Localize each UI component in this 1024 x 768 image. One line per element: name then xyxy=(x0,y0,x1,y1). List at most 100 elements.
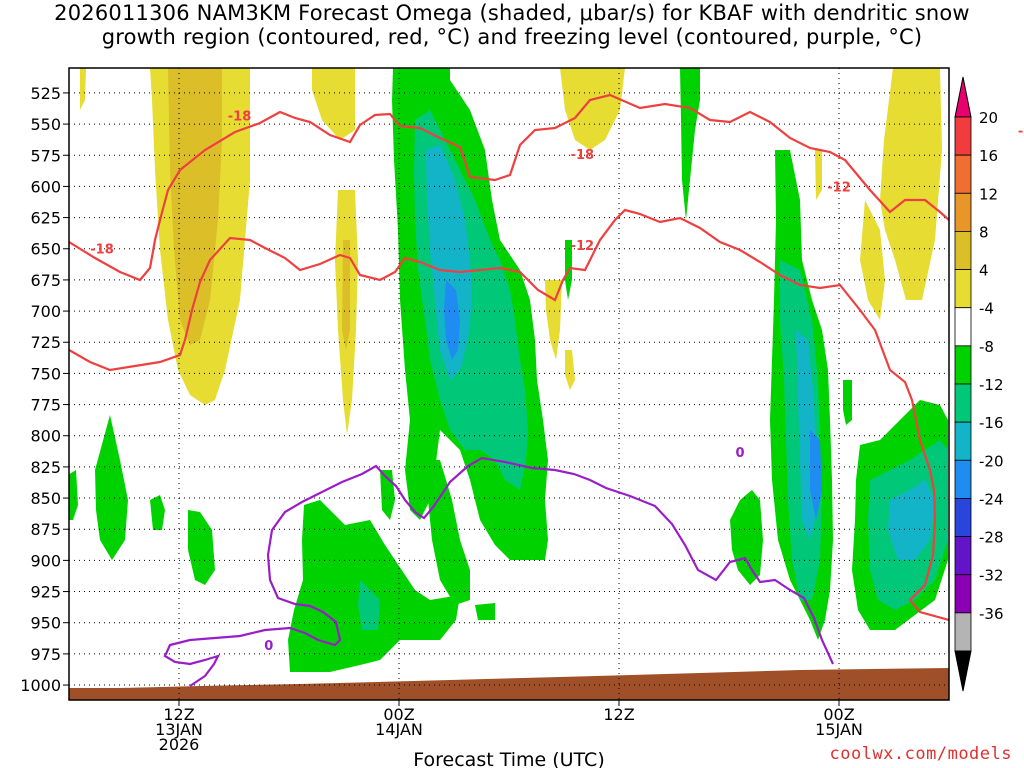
x-tick-label: 12Z xyxy=(163,705,194,724)
y-tick-label: 625 xyxy=(30,209,61,228)
freezing-level-contour xyxy=(163,456,834,687)
colorbar-label: -16 xyxy=(979,414,1004,432)
y-tick-label: 550 xyxy=(30,115,61,134)
y-tick-label: 675 xyxy=(30,271,61,290)
dgz-contour-minus12 xyxy=(69,208,949,622)
negative-omega-area xyxy=(428,460,470,605)
y-tick-label: 600 xyxy=(30,177,61,196)
x-tick-label: 15JAN xyxy=(815,720,863,739)
negative-omega-area xyxy=(426,145,472,380)
y-tick-label: 900 xyxy=(30,551,61,570)
y-tick-label: 525 xyxy=(30,84,61,103)
positive-omega-area xyxy=(860,200,885,320)
colorbar-label: -32 xyxy=(979,567,1004,585)
positive-omega-area xyxy=(815,150,822,200)
y-tick-label: 850 xyxy=(30,489,61,508)
colorbar-label: -12 xyxy=(979,376,1004,394)
colorbar-box xyxy=(954,383,972,423)
colorbar-box xyxy=(954,345,972,385)
negative-omega-area xyxy=(810,430,822,520)
colorbar-label: -20 xyxy=(979,452,1004,470)
negative-omega-area xyxy=(69,470,78,520)
negative-omega-area xyxy=(150,495,165,530)
plot-frame xyxy=(68,67,950,701)
y-tick-label: 925 xyxy=(30,583,61,602)
dgz-contour-minus18 xyxy=(69,93,949,282)
positive-omega-area xyxy=(312,68,355,140)
colorbar-box xyxy=(954,154,972,194)
x-tick-label: 12Z xyxy=(603,705,634,724)
contour-label: -12 xyxy=(571,239,595,254)
x-tick-label: 00Z xyxy=(383,705,414,724)
colorbar-box xyxy=(954,536,972,576)
contour-label: -18 xyxy=(228,109,252,124)
colorbar-top-arrow xyxy=(954,76,972,118)
contour-label: -18 xyxy=(90,243,114,258)
colorbar-label: 8 xyxy=(979,223,989,241)
positive-omega-area xyxy=(342,240,350,350)
colorbar-box xyxy=(954,459,972,499)
colorbar-bottom-arrow xyxy=(954,650,972,692)
colorbar-box xyxy=(954,116,972,156)
colorbar-label: 12 xyxy=(979,185,998,203)
negative-omega-area xyxy=(888,480,935,560)
contour-labels: -18 -18 -18 -18 -12 -12 0 0 xyxy=(90,109,1024,654)
y-tick-label: 700 xyxy=(30,302,61,321)
chart-title-line-2: growth region (contoured, red, °C) and f… xyxy=(101,25,923,49)
negative-omega-area xyxy=(95,415,128,560)
y-tick-label: 875 xyxy=(30,520,61,539)
colorbar-label: 20 xyxy=(979,109,998,127)
positive-omega-area xyxy=(560,68,625,150)
colorbar-box xyxy=(954,612,972,652)
colorbar-label: -24 xyxy=(979,490,1004,508)
x-tick-label: 14JAN xyxy=(375,720,423,739)
negative-omega-area xyxy=(680,68,700,220)
y-tick-label: 825 xyxy=(30,458,61,477)
colorbar-box xyxy=(954,192,972,232)
y-axis-pressure: 525 550 575 600 625 650 675 700 725 750 775 800 825 8… xyxy=(20,84,69,695)
contour-label: 0 xyxy=(735,446,744,461)
negative-omega-area xyxy=(188,510,215,585)
y-tick-label: 775 xyxy=(30,396,61,415)
positive-omega-area xyxy=(168,68,222,345)
positive-omega-area xyxy=(565,350,575,390)
y-tick-label: 1000 xyxy=(20,676,61,695)
omega-shading xyxy=(69,68,948,672)
negative-omega-area xyxy=(358,580,380,630)
colorbar-label: 4 xyxy=(979,262,989,280)
colorbar-label: -4 xyxy=(979,300,994,318)
colorbar-box xyxy=(954,307,972,347)
y-tick-label: 575 xyxy=(30,146,61,165)
colorbar-box xyxy=(954,574,972,614)
colorbar-box xyxy=(954,421,972,461)
negative-omega-area xyxy=(475,603,495,620)
positive-omega-area xyxy=(545,280,562,360)
x-tick-label: 13JAN xyxy=(155,720,203,739)
y-tick-label: 750 xyxy=(30,364,61,383)
chart-title-line-1: 2026011306 NAM3KM Forecast Omega (shaded… xyxy=(54,1,970,25)
colorbar-label: 16 xyxy=(979,147,998,165)
x-tick-label: 00Z xyxy=(823,705,854,724)
colorbar-box xyxy=(954,269,972,309)
negative-omega-area xyxy=(288,500,460,672)
x-axis-title: Forecast Time (UTC) xyxy=(413,749,604,768)
y-tick-label: 950 xyxy=(30,614,61,633)
positive-omega-area xyxy=(80,68,86,110)
colorbar-label: -8 xyxy=(979,338,994,356)
colorbar-box xyxy=(954,498,972,537)
contour-label: -18 xyxy=(571,148,595,163)
contour-label: -18 xyxy=(1018,124,1024,139)
contour-label: 0 xyxy=(264,639,273,654)
colorbar-label: -36 xyxy=(979,605,1004,623)
surface-terrain-band xyxy=(69,668,949,700)
y-tick-label: 650 xyxy=(30,240,61,259)
colorbar-label: -28 xyxy=(979,529,1004,547)
y-tick-label: 800 xyxy=(30,427,61,446)
contour-label: -12 xyxy=(827,180,851,195)
x-tick-label: 2026 xyxy=(159,735,200,754)
positive-omega-area xyxy=(880,68,942,300)
grid-lines xyxy=(69,68,949,700)
y-tick-label: 725 xyxy=(30,333,61,352)
